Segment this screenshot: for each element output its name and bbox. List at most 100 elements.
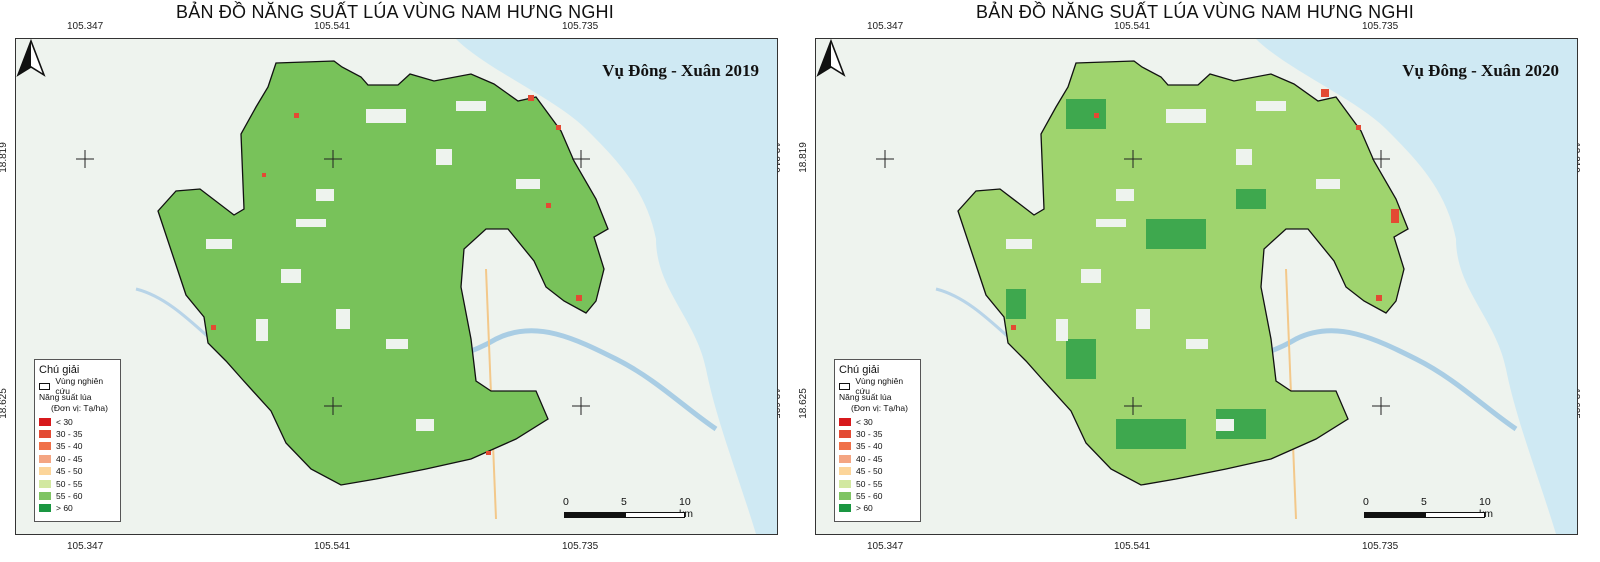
scale-bar: 0 5 10 km xyxy=(1363,496,1493,524)
legend-class: > 60 xyxy=(39,502,116,514)
legend-title: Chú giải xyxy=(39,364,80,376)
scale-segment xyxy=(1425,512,1485,518)
legend-title: Chú giải xyxy=(839,364,880,376)
legend-swatch xyxy=(39,417,51,426)
legend-class-label: < 30 xyxy=(856,416,873,427)
legend-boundary-label: Vùng nghiên cứu xyxy=(55,376,104,397)
legend-class-label: 35 - 40 xyxy=(856,441,883,452)
north-arrow-icon xyxy=(816,39,846,77)
lon-tick-bottom: 105.735 xyxy=(1362,541,1399,552)
lon-tick-top: 105.347 xyxy=(67,21,104,32)
legend-class: < 30 xyxy=(39,415,116,427)
high-yield-patches xyxy=(1006,99,1266,449)
scale-bar: 0 5 10 km xyxy=(563,496,693,524)
legend-class-label: 55 - 60 xyxy=(856,490,883,501)
lat-tick-left: 18.819 xyxy=(0,142,9,173)
legend-class: 30 - 35 xyxy=(39,428,116,440)
graticule-crosses xyxy=(876,150,1390,415)
legend-class-label: 30 - 35 xyxy=(856,428,883,439)
legend-class: 40 - 45 xyxy=(39,453,116,465)
sea-area xyxy=(456,39,777,534)
legend-class: 55 - 60 xyxy=(39,490,116,502)
legend-class-label: 50 - 55 xyxy=(56,478,83,489)
legend-swatch xyxy=(839,454,851,463)
lat-tick-left: 18.625 xyxy=(0,388,9,419)
map-frame: Vụ Đông - Xuân 2020 Chú giải Vùng nghiên… xyxy=(815,38,1578,535)
legend-class: 35 - 40 xyxy=(39,440,116,452)
boundary-swatch xyxy=(39,382,51,390)
legend: Chú giải Vùng nghiên cứu Năng suất lúa (… xyxy=(34,359,121,522)
lon-tick-top: 105.347 xyxy=(867,21,904,32)
legend-layer-label: Năng suất lúa xyxy=(839,392,892,403)
legend-class-label: > 60 xyxy=(856,503,873,514)
legend-swatch xyxy=(839,429,851,438)
legend-class: 45 - 50 xyxy=(39,465,116,477)
lon-tick-top: 105.735 xyxy=(1362,21,1399,32)
legend-class-label: 45 - 50 xyxy=(56,466,83,477)
sea-area xyxy=(1256,39,1577,534)
legend-swatch xyxy=(839,479,851,488)
legend-class: 30 - 35 xyxy=(839,428,916,440)
scale-segment xyxy=(1364,512,1425,518)
scale-label: 0 xyxy=(563,496,569,508)
legend-class-label: > 60 xyxy=(56,503,73,514)
legend-swatch xyxy=(39,442,51,451)
boundary-swatch xyxy=(839,382,851,390)
map-canvas xyxy=(816,39,1577,534)
lon-tick-bottom: 105.347 xyxy=(67,541,104,552)
legend-boundary-label: Vùng nghiên cứu xyxy=(855,376,904,397)
legend-swatch xyxy=(839,417,851,426)
legend: Chú giải Vùng nghiên cứu Năng suất lúa (… xyxy=(834,359,921,522)
legend-class-label: < 30 xyxy=(56,416,73,427)
graticule-crosses xyxy=(76,150,590,415)
legend-swatch xyxy=(39,479,51,488)
legend-swatch xyxy=(39,491,51,500)
legend-class: 35 - 40 xyxy=(839,440,916,452)
map-title: BẢN ĐỒ NĂNG SUẤT LÚA VÙNG NAM HƯNG NGHI xyxy=(176,2,614,22)
lon-tick-top: 105.541 xyxy=(314,21,351,32)
legend-swatch xyxy=(839,491,851,500)
legend-swatch xyxy=(839,504,851,513)
legend-swatch xyxy=(839,442,851,451)
lon-tick-bottom: 105.541 xyxy=(1114,541,1151,552)
scale-segment xyxy=(564,512,625,518)
scale-label: 0 xyxy=(1363,496,1369,508)
legend-boundary: Vùng nghiên cứu xyxy=(839,376,916,396)
legend-class: 55 - 60 xyxy=(839,490,916,502)
scale-label: 5 xyxy=(621,496,627,508)
map-canvas xyxy=(16,39,777,534)
north-arrow-icon xyxy=(16,39,46,77)
legend-class: 50 - 55 xyxy=(839,477,916,489)
lon-tick-top: 105.541 xyxy=(1114,21,1151,32)
legend-unit-label: (Đơn vị: Tạ/ha) xyxy=(51,403,108,414)
legend-class-label: 40 - 45 xyxy=(856,453,883,464)
season-label: Vụ Đông - Xuân 2019 xyxy=(602,61,759,80)
legend-swatch xyxy=(39,454,51,463)
map-panel-2020: BẢN ĐỒ NĂNG SUẤT LÚA VÙNG NAM HƯNG NGHI … xyxy=(797,0,1590,562)
legend-class-label: 40 - 45 xyxy=(56,453,83,464)
legend-unit-label: (Đơn vị: Tạ/ha) xyxy=(851,403,908,414)
legend-swatch xyxy=(39,467,51,476)
legend-layer-label: Năng suất lúa xyxy=(39,392,92,403)
season-label: Vụ Đông - Xuân 2020 xyxy=(1402,61,1559,80)
lon-tick-bottom: 105.541 xyxy=(314,541,351,552)
legend-class: 40 - 45 xyxy=(839,453,916,465)
low-yield-patches xyxy=(1011,89,1399,330)
legend-class-label: 30 - 35 xyxy=(56,428,83,439)
legend-class: < 30 xyxy=(839,415,916,427)
scale-label: 5 xyxy=(1421,496,1427,508)
legend-class: 45 - 50 xyxy=(839,465,916,477)
non-rice-patches xyxy=(206,101,540,431)
lon-tick-bottom: 105.347 xyxy=(867,541,904,552)
legend-class: 50 - 55 xyxy=(39,477,116,489)
legend-boundary: Vùng nghiên cứu xyxy=(39,376,116,396)
legend-class-label: 50 - 55 xyxy=(856,478,883,489)
rice-yield-region xyxy=(157,60,609,486)
lat-tick-left: 18.625 xyxy=(797,388,809,419)
map-title: BẢN ĐỒ NĂNG SUẤT LÚA VÙNG NAM HƯNG NGHI xyxy=(976,2,1414,22)
legend-class: > 60 xyxy=(839,502,916,514)
legend-class-label: 35 - 40 xyxy=(56,441,83,452)
map-panel-2019: BẢN ĐỒ NĂNG SUẤT LÚA VÙNG NAM HƯNG NGHI … xyxy=(0,0,790,562)
low-yield-patches xyxy=(211,95,582,455)
lon-tick-bottom: 105.735 xyxy=(562,541,599,552)
